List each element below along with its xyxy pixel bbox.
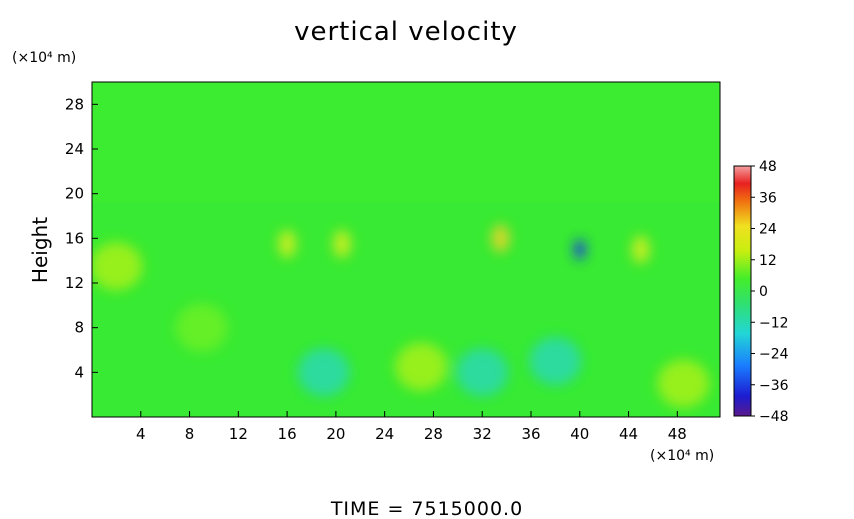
y-axis-ticks: 4 8 12 16 20 24 28 — [65, 95, 98, 381]
field-anomaly — [278, 229, 297, 258]
x-tick-label: 48 — [668, 425, 687, 443]
plot-area — [91, 81, 721, 418]
field-anomaly — [92, 242, 143, 291]
x-tick-label: 40 — [570, 425, 589, 443]
x-tick-label: 44 — [619, 425, 638, 443]
colorbar-tick-label: 0 — [759, 284, 768, 300]
x-tick-label: 24 — [375, 425, 394, 443]
time-label: TIME = 7515000.0 — [330, 498, 523, 519]
x-tick-label: 12 — [229, 425, 248, 443]
y-tick-label: 8 — [74, 319, 84, 337]
colorbar-tick-label: −24 — [759, 347, 789, 363]
x-tick-label: 16 — [278, 425, 297, 443]
x-tick-label: 36 — [521, 425, 540, 443]
field-anomaly — [175, 303, 228, 352]
colorbar-tick-label: 24 — [759, 222, 777, 238]
upper-layer — [92, 82, 720, 202]
colorbar-tick-label: −48 — [759, 409, 789, 425]
field-anomaly — [395, 342, 448, 391]
field-anomaly — [529, 337, 582, 386]
colorbar-tick-label: 48 — [759, 159, 777, 175]
colorbar-tick-label: 12 — [759, 253, 777, 269]
y-axis-label: Height — [28, 217, 52, 283]
chart-title: vertical velocity — [294, 17, 518, 47]
field-anomaly — [631, 235, 650, 264]
x-tick-label: 20 — [326, 425, 345, 443]
field-anomaly — [297, 348, 350, 397]
colorbar-ticks: 48 36 24 12 0 −12 −24 −36 −48 — [751, 159, 789, 425]
field-features — [92, 224, 710, 408]
colorbar-gradient — [733, 165, 752, 417]
x-tick-label: 28 — [424, 425, 443, 443]
colorbar: 48 36 24 12 0 −12 −24 −36 −48 — [733, 159, 789, 425]
x-tick-label: 8 — [185, 425, 195, 443]
x-axis-unit: (×10⁴ m) — [650, 448, 714, 464]
y-tick-label: 12 — [65, 274, 84, 292]
x-tick-label: 32 — [473, 425, 492, 443]
field-anomaly — [332, 229, 351, 258]
plot-frame — [91, 81, 721, 418]
colorbar-tick-label: −12 — [759, 315, 789, 331]
y-tick-label: 4 — [74, 363, 84, 381]
y-tick-label: 16 — [65, 229, 84, 247]
y-tick-label: 24 — [65, 140, 84, 158]
colorbar-tick-label: 36 — [759, 190, 777, 206]
field-anomaly — [491, 224, 510, 253]
field-anomaly — [657, 359, 710, 408]
y-tick-label: 20 — [65, 185, 84, 203]
x-axis-ticks: 4 8 12 16 20 24 28 32 36 40 44 48 — [136, 411, 687, 443]
field-anomaly — [456, 348, 509, 397]
colorbar-tick-label: −36 — [759, 378, 789, 394]
y-axis-unit: (×10⁴ m) — [12, 50, 76, 66]
x-tick-label: 4 — [136, 425, 146, 443]
field-anomaly — [573, 239, 586, 260]
y-tick-label: 28 — [65, 95, 84, 113]
